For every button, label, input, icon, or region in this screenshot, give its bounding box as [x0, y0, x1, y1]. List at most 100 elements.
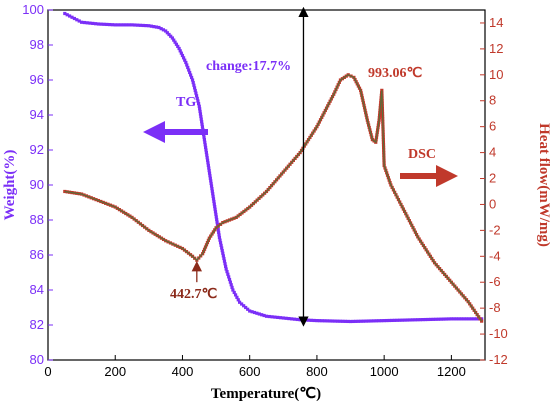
y-right-tick-label: -12 [489, 352, 508, 367]
data-point [124, 23, 129, 27]
data-point [416, 318, 420, 322]
data-point [228, 280, 232, 284]
data-point [306, 318, 311, 322]
data-point [304, 318, 308, 322]
data-point [179, 51, 183, 55]
data-point [214, 212, 218, 216]
data-point [348, 319, 353, 324]
data-point [213, 207, 217, 211]
data-point [211, 197, 216, 201]
data-point [434, 317, 438, 321]
data-point [210, 189, 214, 193]
y-left-tick-label: 88 [30, 212, 44, 227]
data-point [116, 23, 120, 27]
data-point [213, 205, 217, 209]
data-point [227, 277, 232, 282]
data-point [387, 318, 391, 323]
x-axis-title: Temperature(℃) [211, 386, 321, 402]
data-point [264, 314, 269, 318]
data-point [85, 21, 89, 25]
y-right-tick-label: 0 [489, 196, 496, 211]
data-point [187, 68, 191, 72]
x-tick-label: 0 [44, 364, 51, 379]
data-point [202, 138, 207, 142]
data-point [462, 317, 466, 321]
data-point [96, 22, 101, 26]
data-point [138, 23, 143, 27]
data-point [341, 319, 345, 323]
data-point [217, 235, 222, 240]
data-point [204, 150, 208, 155]
data-point [136, 23, 140, 27]
data-point [290, 317, 294, 321]
data-point [354, 319, 358, 323]
data-point [203, 145, 208, 150]
y-right-tick-label: -4 [489, 248, 501, 263]
data-point [65, 13, 69, 17]
data-point [469, 317, 474, 321]
data-point [442, 317, 446, 321]
y-axis-left-title: Weight(%) [2, 150, 18, 221]
data-point [429, 317, 433, 322]
y-right-tick-label: 4 [489, 145, 496, 160]
data-point [474, 317, 479, 321]
data-point [208, 174, 212, 178]
data-point [173, 40, 177, 44]
change-label: change:17.7% [206, 59, 291, 74]
data-point [194, 91, 198, 95]
data-point [328, 319, 332, 323]
data-point [189, 73, 193, 77]
data-point [398, 318, 402, 322]
y-left-tick-label: 86 [30, 247, 44, 262]
y-right-tick-label: 8 [489, 93, 496, 108]
data-point [250, 310, 254, 314]
data-point [359, 319, 363, 323]
data-point [127, 23, 131, 27]
data-point [213, 210, 218, 214]
data-point [361, 319, 366, 323]
data-point [220, 246, 224, 250]
y-left-tick-label: 96 [30, 72, 44, 87]
data-point [159, 27, 163, 31]
data-point [452, 317, 456, 321]
data-point [472, 317, 476, 321]
data-point [273, 315, 277, 319]
series-dsc [63, 73, 484, 323]
y-left-tick-label: 100 [22, 2, 44, 17]
x-tick-label: 800 [306, 364, 328, 379]
data-point [382, 319, 386, 323]
data-point [181, 56, 186, 60]
data-point [372, 319, 376, 323]
data-point [295, 317, 299, 322]
data-point [281, 316, 285, 320]
data-point [224, 264, 228, 268]
peak-temp-label: 993.06℃ [368, 66, 423, 81]
data-point [356, 319, 360, 323]
data-point [309, 318, 313, 322]
data-point [198, 109, 202, 113]
data-point [211, 194, 215, 198]
data-point [222, 256, 226, 261]
data-point [418, 318, 422, 322]
data-point [284, 316, 288, 320]
data-point [202, 135, 206, 139]
data-point [149, 24, 153, 28]
data-point [176, 44, 180, 48]
data-point [75, 18, 79, 22]
data-point [392, 318, 397, 322]
data-point [217, 230, 221, 234]
data-point [191, 81, 195, 85]
data-point [421, 318, 425, 322]
data-point [298, 318, 302, 322]
data-point [405, 318, 410, 322]
data-point [82, 20, 87, 25]
data-point [133, 23, 137, 27]
data-point [88, 21, 92, 25]
data-point [426, 317, 430, 322]
data-point [209, 179, 213, 183]
data-point [192, 86, 197, 90]
data-point [227, 275, 231, 279]
data-point [207, 166, 211, 170]
tg-arrow [143, 121, 208, 143]
y-left-tick-label: 82 [30, 317, 44, 332]
